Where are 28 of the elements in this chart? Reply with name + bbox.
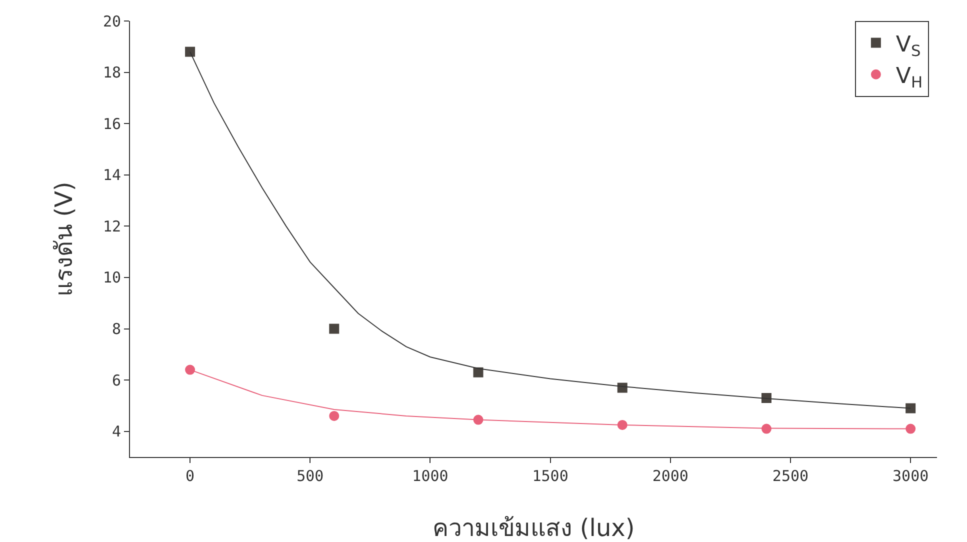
x-tick-label: 1500	[532, 467, 568, 485]
y-tick-label: 4	[112, 422, 121, 441]
point	[906, 424, 916, 434]
x-tick-label: 3000	[892, 467, 929, 485]
y-tick-label: 6	[112, 371, 121, 390]
legend-label: V$_{H}$	[896, 64, 923, 92]
x-tick-label: 0	[186, 467, 195, 485]
y-tick-label: 14	[102, 166, 121, 184]
x-tick-label: 2500	[772, 467, 809, 485]
x-axis-title: ความเข้มแสง (lux)	[432, 514, 635, 542]
y-tick-label: 18	[102, 64, 121, 82]
y-axis-title: แรงดัน (V)	[50, 182, 78, 296]
point	[185, 364, 196, 375]
y-tick-label: 8	[112, 320, 121, 338]
x-tick-label: 2000	[652, 467, 688, 485]
point	[329, 324, 340, 334]
point	[617, 382, 628, 393]
x-tick-label: 500	[296, 467, 324, 485]
y-tick-label: 12	[102, 217, 121, 236]
y-tick-label: 20	[102, 12, 121, 30]
y-tick-label: 10	[102, 268, 121, 287]
point	[473, 367, 484, 378]
legend-label: V$_{S}$	[896, 32, 921, 60]
point	[329, 410, 340, 421]
point	[185, 46, 196, 57]
x-tick-label: 1000	[412, 467, 448, 485]
y-tick-label: 16	[102, 114, 121, 133]
point	[906, 403, 916, 414]
